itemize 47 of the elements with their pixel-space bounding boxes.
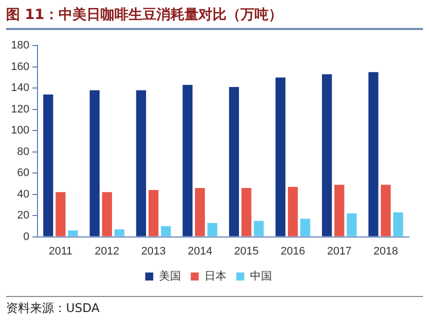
y-tick-label: 100 xyxy=(10,124,30,137)
text: 资料来源：USDA xyxy=(6,296,423,317)
bar xyxy=(241,188,252,236)
x-tick-label: 2017 xyxy=(327,245,352,258)
y-tick-label: 40 xyxy=(17,188,30,200)
bar xyxy=(393,212,404,236)
x-tick-label: 2013 xyxy=(141,245,166,258)
legend-label: 中国 xyxy=(250,270,272,283)
bar xyxy=(229,87,239,236)
y-tick-label: 60 xyxy=(17,167,30,180)
bar xyxy=(334,184,344,236)
bar xyxy=(322,74,332,236)
bar xyxy=(207,222,218,236)
bar xyxy=(300,218,310,236)
legend-label: 日本 xyxy=(204,270,226,283)
y-tick-label: 80 xyxy=(17,146,30,158)
bar xyxy=(56,192,66,236)
chart-title: 图 11：中美日咖啡生豆消耗量对比（万吨） xyxy=(6,6,423,30)
bar xyxy=(254,220,264,236)
x-tick-label: 2011 xyxy=(48,245,72,258)
bar xyxy=(114,229,124,236)
bar xyxy=(148,190,158,236)
y-tick-label: 0 xyxy=(23,230,30,243)
legend-label: 美国 xyxy=(158,270,181,283)
bar xyxy=(368,72,378,236)
x-tick-label: 2012 xyxy=(94,245,120,258)
bar xyxy=(68,230,78,236)
bar xyxy=(194,188,205,236)
bar xyxy=(288,186,298,236)
bar xyxy=(380,184,391,236)
bar xyxy=(276,77,286,236)
bar xyxy=(90,90,100,236)
y-tick-label: 120 xyxy=(10,103,30,116)
bar xyxy=(346,213,357,236)
x-tick-label: 2016 xyxy=(280,245,306,258)
bar xyxy=(136,90,146,236)
bar xyxy=(43,94,54,236)
bar xyxy=(102,192,112,236)
bar xyxy=(182,84,193,236)
x-tick-label: 2018 xyxy=(374,245,398,258)
y-tick-label: 180 xyxy=(10,40,30,52)
x-tick-label: 2014 xyxy=(188,245,212,258)
y-tick-label: 140 xyxy=(10,82,30,94)
y-tick-label: 20 xyxy=(17,210,30,222)
bar xyxy=(160,226,171,236)
y-tick-label: 160 xyxy=(10,60,30,73)
x-tick-label: 2015 xyxy=(234,245,259,258)
